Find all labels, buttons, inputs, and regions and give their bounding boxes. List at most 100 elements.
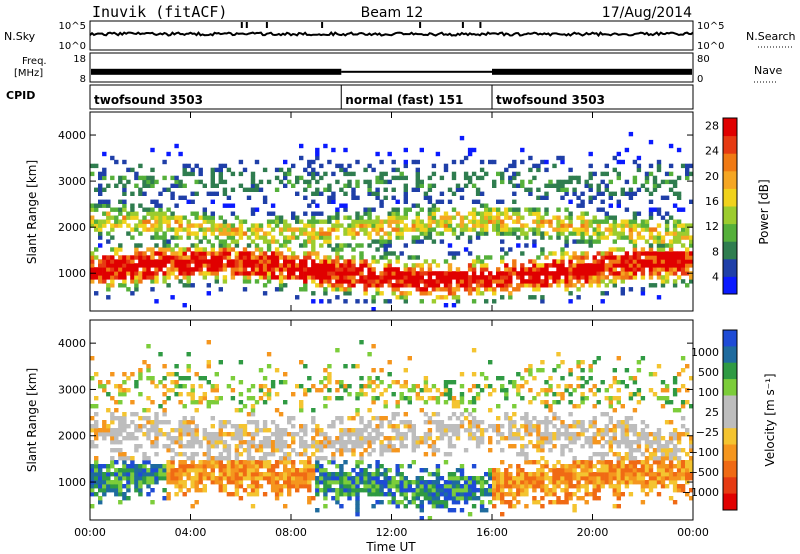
range-cell: [250, 207, 256, 212]
range-cell: [475, 424, 481, 429]
range-cell: [146, 396, 151, 401]
y-tick-label: 2000: [58, 221, 86, 234]
range-cell: [451, 396, 457, 401]
range-cell: [323, 488, 328, 493]
range-cell: [154, 271, 159, 276]
range-cell: [419, 271, 424, 276]
range-cell: [399, 436, 404, 441]
range-cell: [640, 484, 646, 489]
range-cell: [266, 267, 272, 272]
range-cell: [612, 432, 617, 437]
range-cell: [500, 376, 505, 381]
range-cell: [138, 392, 143, 397]
range-cell: [222, 472, 228, 477]
range-cell: [283, 380, 288, 385]
range-cell: [471, 384, 477, 389]
range-cell: [118, 388, 123, 393]
range-cell: [660, 179, 666, 185]
range-cell: [463, 500, 469, 505]
range-cell: [122, 380, 127, 385]
range-cell: [496, 468, 501, 473]
range-cell: [672, 376, 678, 381]
range-cell: [652, 251, 658, 256]
range-cell: [624, 259, 630, 264]
range-cell: [689, 199, 694, 204]
range-cell: [568, 219, 573, 224]
range-cell: [685, 231, 690, 236]
range-cell: [379, 416, 384, 421]
range-cell: [146, 436, 151, 441]
range-cell: [564, 388, 569, 393]
range-cell: [375, 484, 380, 489]
range-cell: [335, 476, 340, 481]
range-cell: [254, 243, 260, 248]
range-cell: [540, 271, 545, 276]
range-cell: [218, 251, 223, 256]
range-cell: [540, 223, 545, 228]
range-cell: [331, 440, 336, 445]
range-cell: [391, 251, 396, 256]
range-cell: [628, 271, 634, 276]
range-cell: [459, 187, 465, 192]
range-cell: [508, 271, 513, 276]
range-cell: [552, 368, 557, 373]
range-cell: [166, 255, 171, 260]
range-cell: [652, 392, 658, 397]
range-cell: [134, 380, 139, 385]
range-cell: [339, 468, 344, 473]
range-cell: [146, 480, 151, 485]
range-cell: [471, 171, 477, 177]
range-cell: [166, 460, 171, 465]
range-cell: [479, 500, 485, 505]
range-cell: [572, 476, 577, 481]
range-cell: [146, 376, 151, 381]
range-cell: [443, 275, 449, 280]
range-cell: [375, 428, 380, 433]
range-cell: [198, 227, 203, 232]
range-cell: [439, 436, 445, 441]
range-cell: [540, 251, 545, 256]
range-cell: [355, 219, 360, 224]
range-cell: [355, 195, 360, 200]
range-cell: [242, 432, 248, 437]
range-cell: [656, 259, 662, 264]
range-cell: [214, 384, 219, 389]
range-cell: [608, 468, 613, 473]
range-cell: [138, 223, 143, 228]
range-cell: [238, 267, 244, 272]
range-cell: [415, 476, 420, 481]
range-cell: [443, 384, 449, 389]
range-cell: [588, 239, 593, 244]
range-cell: [367, 267, 372, 272]
range-cell: [242, 476, 248, 481]
x-tick-label: 16:00: [476, 526, 508, 539]
range-cell: [419, 299, 424, 304]
range-cell: [226, 203, 232, 208]
range-cell: [118, 468, 123, 473]
range-cell: [299, 271, 304, 276]
range-cell: [415, 171, 420, 177]
range-cell: [222, 448, 228, 453]
range-cell: [182, 444, 187, 449]
range-cell: [146, 432, 151, 437]
range-cell: [150, 287, 155, 292]
range-cell: [471, 348, 477, 353]
range-cell: [351, 187, 356, 192]
range-cell: [339, 267, 344, 272]
range-cell: [689, 456, 694, 461]
range-cell: [415, 223, 420, 228]
range-cell: [632, 267, 638, 272]
range-cell: [455, 468, 461, 473]
range-cell: [339, 167, 344, 173]
range-cell: [656, 456, 662, 461]
range-cell: [130, 480, 135, 485]
range-cell: [403, 496, 408, 501]
range-cell: [427, 267, 433, 272]
range-cell: [484, 299, 489, 304]
range-cell: [568, 476, 573, 481]
range-cell: [242, 404, 248, 409]
freq-band: [341, 70, 493, 73]
range-cell: [500, 480, 505, 485]
range-cell: [126, 480, 131, 485]
range-cell: [150, 428, 155, 433]
